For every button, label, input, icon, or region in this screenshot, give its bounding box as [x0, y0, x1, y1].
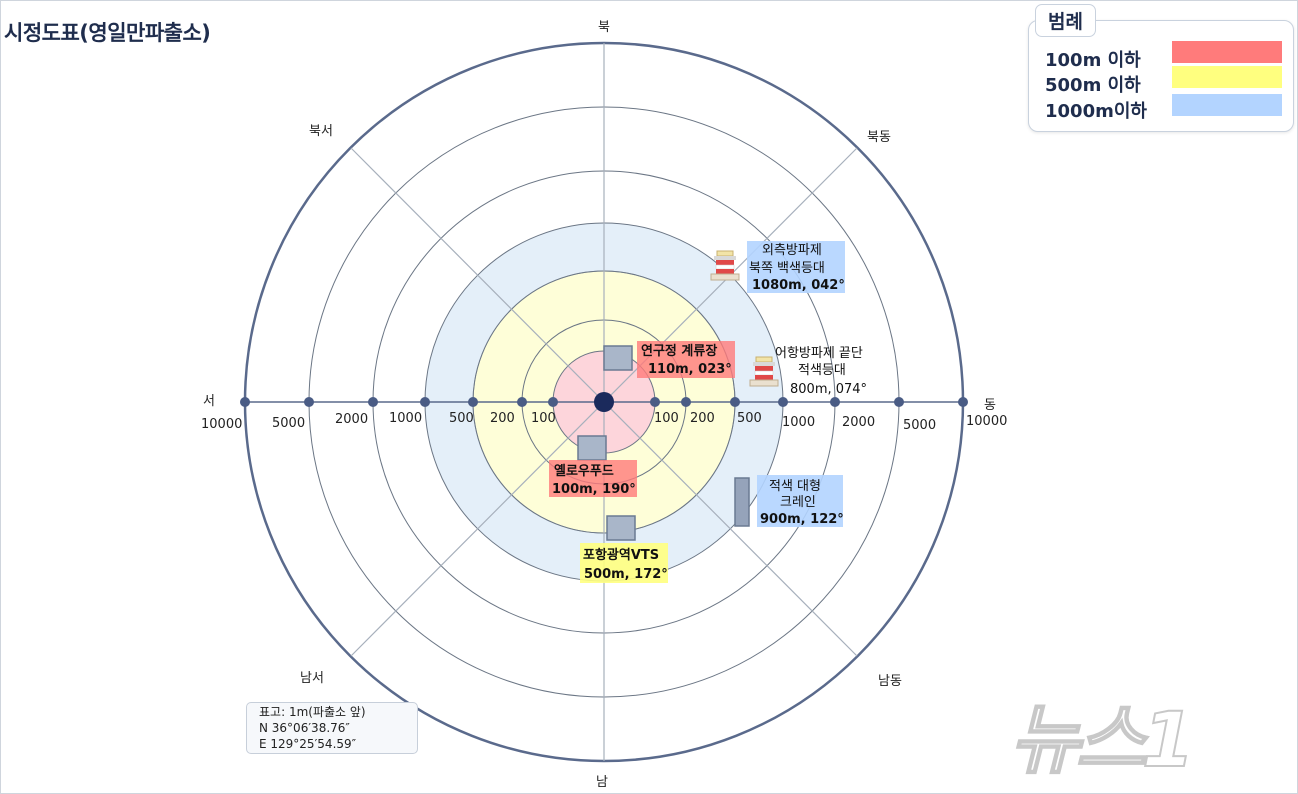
dist-label-w-2000: 2000 — [335, 412, 368, 427]
crane-icon — [734, 477, 750, 527]
research-value: 110m, 023° — [648, 362, 732, 377]
dir-northwest: 북서 — [309, 124, 333, 139]
crane-value: 900m, 122° — [760, 512, 844, 527]
legend-label-100m: 100m 이하 — [1045, 50, 1141, 71]
dir-north: 북 — [598, 20, 610, 35]
dir-west: 서 — [203, 394, 215, 409]
legend-label-1000m: 1000m이하 — [1045, 101, 1147, 122]
building-icon — [606, 515, 636, 541]
fishing-breakwater-value: 800m, 074° — [790, 382, 867, 397]
dist-label-w-5000: 5000 — [272, 416, 305, 431]
dist-label-e-100: 100 — [654, 411, 679, 426]
outer-breakwater-line2: 북쪽 백색등대 — [749, 261, 825, 276]
lighthouse-icon — [710, 250, 740, 281]
dist-label-w-10000: 10000 — [201, 417, 242, 432]
legend-swatch-500m — [1172, 66, 1282, 88]
yellowfood-name: 옐로우푸드 — [554, 464, 614, 479]
elevation-text: 표고: 1m(파출소 앞) — [259, 705, 366, 719]
vts-label-bg — [580, 543, 668, 583]
dist-label-e-1000: 1000 — [782, 415, 815, 430]
crane-label-bg — [757, 475, 843, 527]
building-icon — [603, 345, 633, 371]
dist-label-w-100: 100 — [531, 411, 556, 426]
news1-watermark: 뉴스1 — [1009, 694, 1196, 785]
dist-label-e-500: 500 — [737, 411, 762, 426]
dist-label-w-200: 200 — [490, 411, 515, 426]
dir-south: 남 — [596, 775, 608, 790]
outer-breakwater-value: 1080m, 042° — [752, 278, 845, 293]
dist-label-e-5000: 5000 — [903, 418, 936, 433]
dir-east: 동 — [984, 398, 996, 413]
dir-southeast: 남동 — [878, 674, 902, 689]
latitude-text: N 36°06′38.76″ — [259, 721, 350, 735]
outer-breakwater-line1: 외측방파제 — [762, 243, 822, 258]
legend-title: 범례 — [1035, 4, 1096, 37]
legend-swatch-1000m — [1172, 94, 1282, 116]
longitude-text: E 129°25′54.59″ — [259, 737, 357, 751]
yellowfood-label-bg — [549, 460, 637, 497]
research-name: 연구정 계류장 — [641, 343, 717, 359]
axis-markers — [240, 397, 968, 407]
crane-line1: 적색 대형 — [769, 479, 821, 494]
page-title: 시정도표(영일만파출소) — [4, 21, 211, 45]
research-label-bg — [637, 341, 735, 378]
station-center — [594, 392, 614, 412]
dist-label-e-2000: 2000 — [842, 415, 875, 430]
fishing-breakwater-line1: 어항방파제 끝단 — [775, 346, 863, 361]
dist-label-e-10000: 10000 — [966, 414, 1007, 429]
dist-label-w-1000: 1000 — [389, 411, 422, 426]
vts-value: 500m, 172° — [584, 567, 668, 582]
dir-northeast: 북동 — [867, 130, 891, 145]
dist-label-e-200: 200 — [690, 411, 715, 426]
crane-line2: 크레인 — [780, 495, 816, 510]
legend-swatch-100m — [1172, 41, 1282, 63]
legend-label-500m: 500m 이하 — [1045, 75, 1141, 96]
yellowfood-value: 100m, 190° — [552, 482, 636, 497]
dist-label-w-500: 500 — [449, 411, 474, 426]
station-info-box: 표고: 1m(파출소 앞) N 36°06′38.76″ E 129°25′54… — [246, 702, 418, 754]
fishing-breakwater-line2: 적색등대 — [798, 363, 846, 378]
lighthouse-icon — [749, 356, 779, 387]
building-icon — [577, 435, 607, 461]
dir-southwest: 남서 — [300, 671, 324, 686]
outer-breakwater-label-bg — [747, 241, 845, 293]
vts-name: 포항광역VTS — [583, 547, 659, 563]
